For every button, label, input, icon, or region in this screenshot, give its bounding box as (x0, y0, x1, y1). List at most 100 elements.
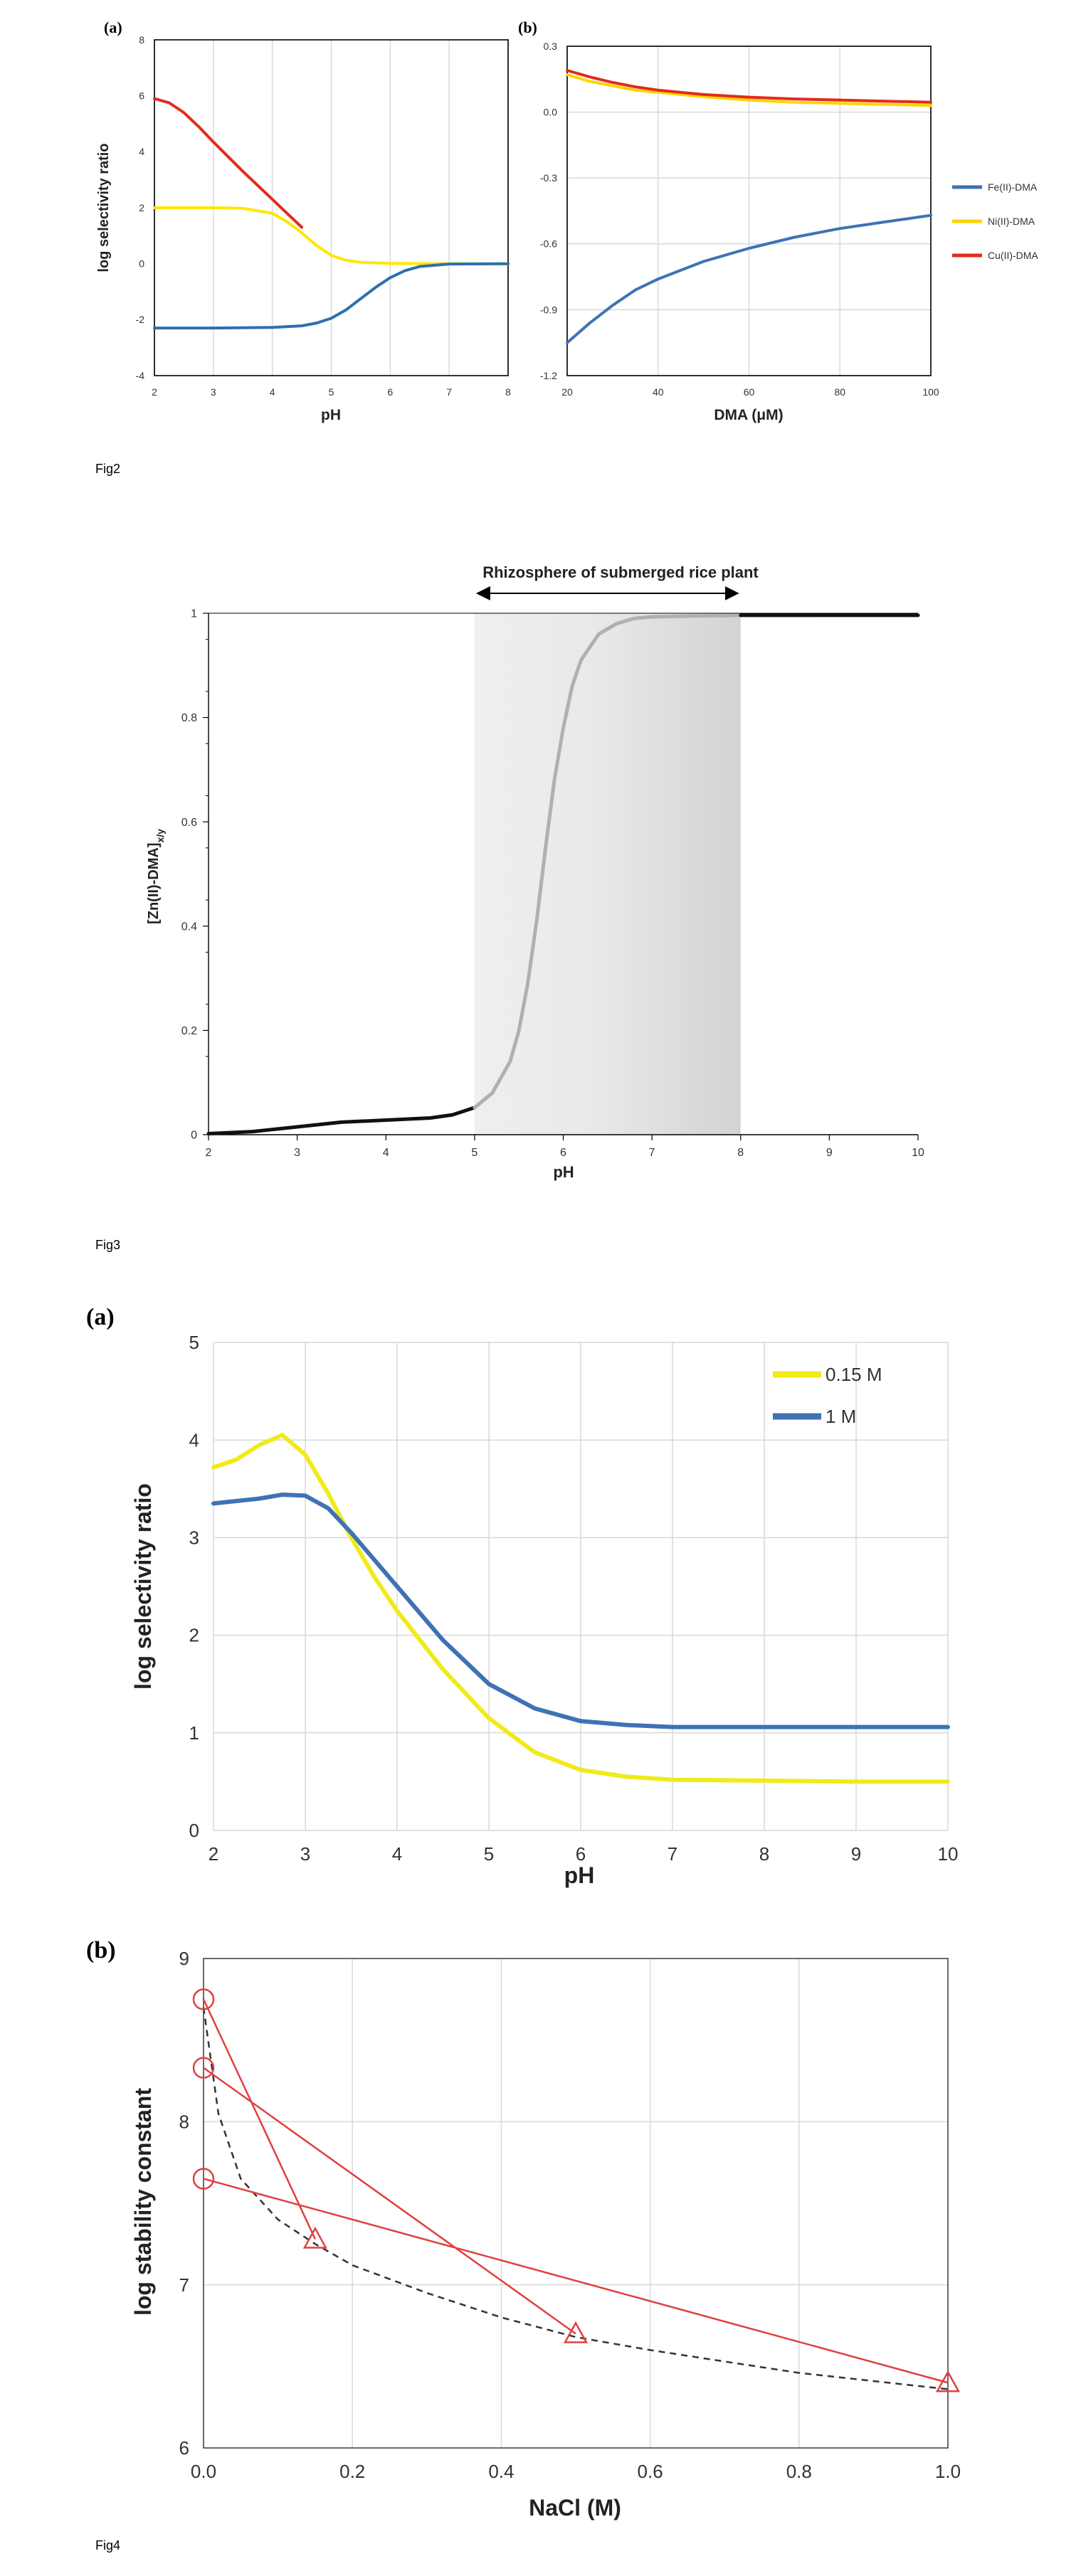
y-tick-label: 2 (189, 1625, 199, 1646)
x-tick-label: 6 (576, 1843, 586, 1865)
x-tick-label: 10 (938, 1843, 959, 1865)
fig2b-legend: Fe(II)-DMA Ni(II)-DMA Cu(II)-DMA (952, 181, 1038, 261)
fig2b-panel-label: (b) (518, 18, 537, 36)
series-line-2 (153, 262, 510, 330)
x-tick-label: 0.2 (339, 2461, 365, 2482)
fig4b-x-axis-label: NaCl (M) (529, 2495, 621, 2521)
x-tick-label: 3 (294, 1147, 300, 1159)
y-tick-label: -1.2 (540, 370, 557, 381)
y-tick-label: -2 (136, 314, 145, 325)
series-line-0 (153, 206, 510, 265)
x-tick-label: 0.6 (638, 2461, 663, 2482)
y-tick-label: 0.3 (544, 41, 558, 52)
fig4a-panel-label: (a) (86, 1304, 115, 1330)
x-tick-label: 0.8 (786, 2461, 812, 2482)
x-tick-label: 5 (329, 386, 334, 398)
series-line-1 (566, 73, 932, 107)
fig3-y-axis-label: [Zn(II)-DMA]x/y (146, 829, 166, 924)
fig3-rhizosphere-shaded-region (474, 613, 741, 1135)
fig4b-tick-labels: 0.0 0.2 0.4 0.6 0.8 1.0 6 7 8 9 (179, 1948, 961, 2482)
y-tick-label: 1 (189, 1722, 199, 1744)
chart-fig4b: 0.0 0.2 0.4 0.6 0.8 1.0 6 7 8 9 (b) NaCl (M) log … (86, 1937, 961, 2521)
chart-fig2a: 2 3 4 5 6 7 8 -4 -2 0 2 4 6 8 (a) pH log selectivity … (96, 18, 511, 423)
x-tick-label: 4 (270, 386, 275, 398)
legend-label-2: Cu(II)-DMA (988, 250, 1038, 261)
x-tick-label: 5 (471, 1147, 478, 1159)
y-tick-label: 0.0 (544, 107, 558, 118)
fig4a-tick-labels: 2 3 4 5 6 7 8 9 10 0 1 2 3 4 5 (189, 1332, 959, 1865)
fig4b-plot-frame (203, 1958, 949, 2449)
x-tick-label: 4 (383, 1147, 389, 1159)
fig2b-series (566, 69, 932, 344)
x-tick-label: 2 (209, 1843, 218, 1865)
legend-label-0: Fe(II)-DMA (988, 181, 1038, 193)
fig3-tick-labels: 2 3 4 5 6 7 8 9 10 0 0.2 0.4 0.6 0.8 1 (181, 608, 924, 1159)
circle-marker-2 (192, 2168, 215, 2190)
series-line-1 (473, 613, 743, 1110)
y-tick-label: 4 (189, 1429, 199, 1451)
fig2a-tick-labels: 2 3 4 5 6 7 8 -4 -2 0 2 4 6 8 (136, 34, 512, 398)
series-line-2 (566, 69, 932, 104)
segment-line-2 (203, 2178, 949, 2384)
fig4b-y-axis-label: log stability constant (130, 2088, 156, 2316)
y-tick-label: -0.3 (540, 172, 557, 184)
fig3-caption: Fig3 (95, 1238, 120, 1252)
x-tick-label: 8 (759, 1843, 769, 1865)
y-tick-label: 1 (191, 608, 197, 620)
y-tick-label: 6 (179, 2437, 189, 2459)
x-tick-label: 80 (834, 386, 845, 398)
y-tick-label: 0.2 (181, 1025, 197, 1037)
x-tick-label: 5 (484, 1843, 494, 1865)
y-tick-label: 0.4 (181, 921, 197, 933)
triangle-marker-0 (302, 2226, 328, 2249)
fig4b-panel-label: (b) (86, 1937, 116, 1963)
y-tick-label: 9 (179, 1948, 189, 1969)
y-tick-label: 0 (189, 1820, 199, 1841)
x-tick-label: 8 (505, 386, 511, 398)
circle-marker-0 (192, 1988, 215, 2010)
fig4b-grid (203, 1958, 949, 2449)
fig2a-panel-label: (a) (104, 18, 122, 36)
legend-label-0: 0.15 M (826, 1364, 882, 1385)
y-tick-label: -0.9 (540, 304, 557, 315)
fig3-series (206, 613, 920, 1135)
fig2a-series (153, 97, 510, 330)
series-line-0 (206, 1106, 477, 1135)
x-tick-label: 6 (387, 386, 393, 398)
fig3-axes (203, 613, 919, 1140)
circle-marker-1 (192, 2057, 215, 2079)
x-tick-label: 100 (922, 386, 939, 398)
y-tick-label: 0.6 (181, 817, 197, 829)
x-tick-label: 0.0 (191, 2461, 216, 2482)
x-tick-label: 3 (300, 1843, 310, 1865)
legend-label-1: 1 M (826, 1406, 856, 1427)
y-tick-label: 0 (191, 1130, 197, 1142)
x-tick-label: 9 (826, 1147, 833, 1159)
y-tick-label: 4 (139, 146, 144, 157)
x-tick-label: 7 (668, 1843, 677, 1865)
fig4a-legend: 0.15 M 1 M (773, 1364, 882, 1427)
fig3-x-axis-label: pH (553, 1163, 574, 1181)
series-line-1 (153, 97, 304, 229)
fig4a-series (211, 1433, 950, 1784)
fig4a-y-axis-label: log selectivity ratio (130, 1483, 156, 1690)
y-tick-label: 5 (189, 1332, 199, 1353)
x-tick-label: 8 (737, 1147, 744, 1159)
fig2b-tick-labels: 20 40 60 80 100 -1.2 -0.9 -0.6 -0.3 0.0 0.3 (540, 41, 939, 398)
y-tick-label: 0.8 (181, 712, 197, 724)
y-tick-label: 0 (139, 258, 144, 270)
x-tick-label: 40 (653, 386, 664, 398)
y-tick-label: 6 (139, 90, 144, 102)
x-tick-label: 9 (851, 1843, 861, 1865)
y-tick-label: 8 (179, 2111, 189, 2132)
x-tick-label: 0.4 (488, 2461, 514, 2482)
x-tick-label: 7 (446, 386, 452, 398)
x-tick-label: 60 (744, 386, 755, 398)
x-tick-label: 1.0 (935, 2461, 961, 2482)
y-tick-label: 7 (179, 2274, 189, 2296)
dashed-fit-curve (202, 2007, 949, 2390)
legend-label-1: Ni(II)-DMA (988, 216, 1035, 227)
x-tick-label: 7 (649, 1147, 655, 1159)
x-tick-label: 2 (152, 386, 157, 398)
